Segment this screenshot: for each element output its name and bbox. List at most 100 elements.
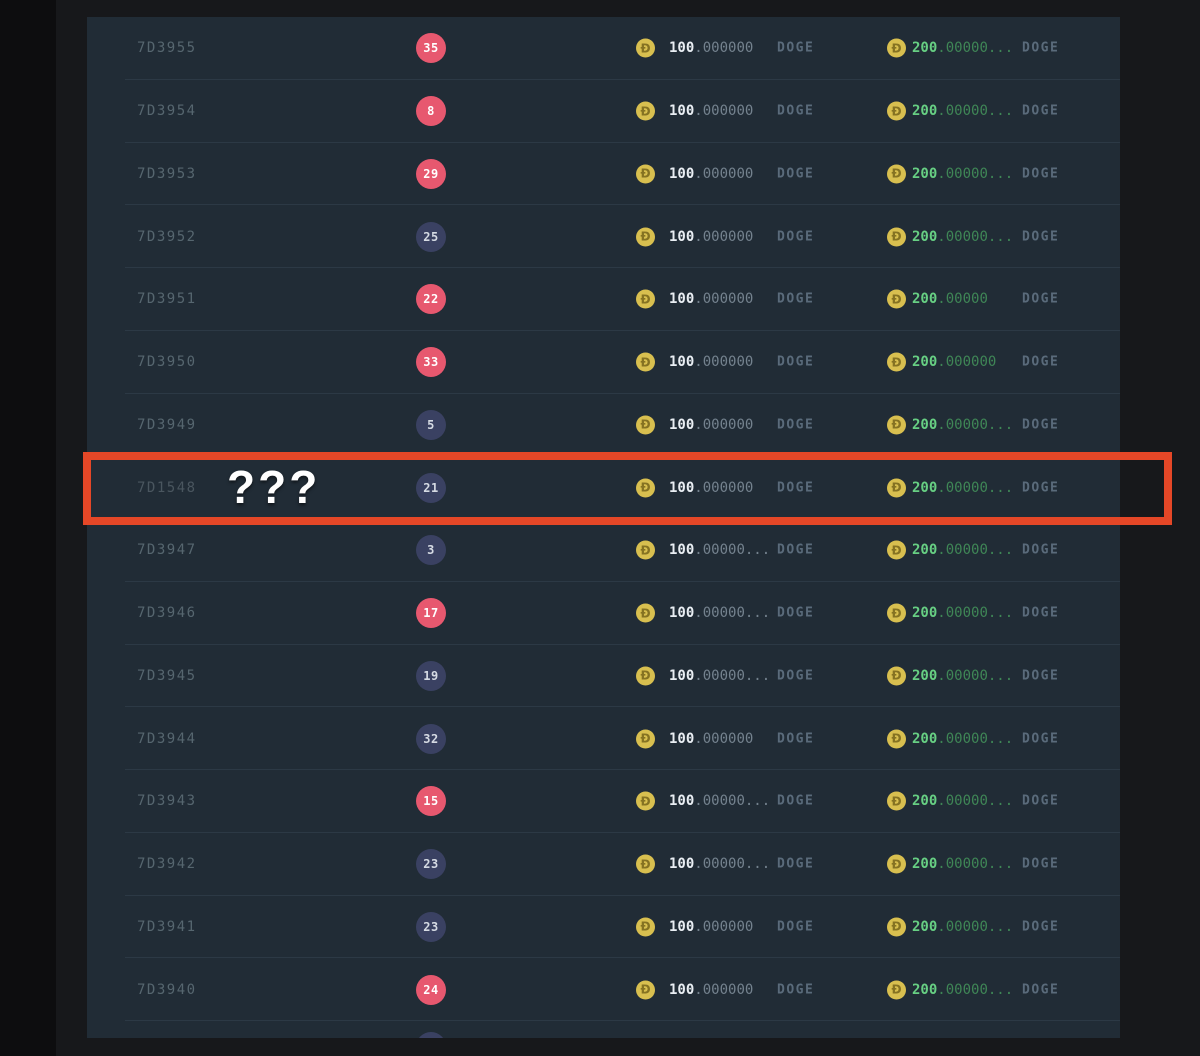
bet-row[interactable]: 7D3951 22 Ð 100.000000 DOGE Ð 200.00000 … [87,268,1120,331]
bet-row[interactable]: 7D3941 23 Ð 100.000000 DOGE Ð 200.00000.… [87,896,1120,959]
bet-row[interactable]: 7D3952 25 Ð 100.000000 DOGE Ð 200.00000.… [87,205,1120,268]
payout-amount: 200.00000... [912,542,1014,559]
lucky-number-badge [416,1032,446,1038]
lucky-number-badge: 22 [416,284,446,315]
bet-id: 7D1548 [137,479,197,496]
bet-amount: 100.000000 [669,479,754,496]
doge-coin-icon: Ð [636,980,655,1000]
doge-coin-icon: Ð [887,666,906,686]
doge-coin-icon: Ð [636,854,655,874]
lucky-number-badge: 29 [416,158,446,189]
bet-amount: 100.000000 [669,981,754,998]
payout-amount: 200.00000... [912,103,1014,120]
bet-row[interactable]: 7D3942 23 Ð 100.00000... DOGE Ð 200.0000… [87,833,1120,896]
bet-id: 7D3941 [137,918,197,935]
bet-amount: 100.000000 [669,416,754,433]
payout-amount: 200.00000... [912,918,1014,935]
payout-currency-label: DOGE [1022,103,1060,119]
bet-row[interactable]: 7D3944 32 Ð 100.000000 DOGE Ð 200.00000.… [87,707,1120,770]
payout-currency-label: DOGE [1022,919,1060,935]
payout-currency-label: DOGE [1022,542,1060,558]
doge-coin-icon: Ð [636,478,655,498]
payout-currency-label: DOGE [1022,982,1060,998]
doge-coin-icon: Ð [636,101,655,121]
bet-row[interactable]: 7D1548 21 Ð 100.000000 DOGE Ð 200.00000.… [87,456,1120,519]
doge-coin-icon: Ð [887,603,906,623]
doge-coin-icon: Ð [636,164,655,184]
bet-id: 7D3940 [137,981,197,998]
doge-coin-icon: Ð [636,415,655,435]
bet-amount: 100.000000 [669,918,754,935]
bet-currency-label: DOGE [777,542,815,558]
bet-currency-label: DOGE [777,291,815,307]
doge-coin-icon: Ð [636,917,655,937]
payout-amount: 200.00000... [912,165,1014,182]
bet-row[interactable]: 7D3940 24 Ð 100.000000 DOGE Ð 200.00000.… [87,958,1120,1021]
bet-currency-label: DOGE [777,856,815,872]
doge-coin-icon: Ð [636,603,655,623]
lucky-number-badge: 33 [416,347,446,378]
lucky-number-badge: 8 [416,96,446,127]
bet-currency-label: DOGE [777,731,815,747]
payout-amount: 200.00000 [912,291,988,308]
bet-amount: 100.000000 [669,730,754,747]
payout-currency-label: DOGE [1022,793,1060,809]
bet-amount: 100.00000... [669,605,771,622]
payout-currency-label: DOGE [1022,166,1060,182]
lucky-number-badge: 5 [416,409,446,440]
bet-row[interactable]: 7D3947 3 Ð 100.00000... DOGE Ð 200.00000… [87,519,1120,582]
doge-coin-icon: Ð [887,289,906,309]
payout-currency-label: DOGE [1022,731,1060,747]
bet-row[interactable]: 7D3949 5 Ð 100.000000 DOGE Ð 200.00000..… [87,394,1120,457]
payout-amount: 200.000000 [912,354,997,371]
bet-id: 7D3953 [137,165,197,182]
payout-currency-label: DOGE [1022,40,1060,56]
doge-coin-icon: Ð [887,729,906,749]
bet-row[interactable]: 7D3950 33 Ð 100.000000 DOGE Ð 200.000000… [87,331,1120,394]
lucky-number-badge: 35 [416,33,446,64]
bet-amount: 100.000000 [669,103,754,120]
payout-amount: 200.00000... [912,730,1014,747]
doge-coin-icon: Ð [887,791,906,811]
lucky-number-badge: 23 [416,849,446,880]
question-marks-annotation: ??? [227,461,321,513]
payout-amount: 200.00000... [912,416,1014,433]
bet-currency-label: DOGE [777,982,815,998]
bet-row-partial [87,1021,1120,1038]
doge-coin-icon: Ð [887,540,906,560]
payout-amount: 200.00000... [912,667,1014,684]
bet-row[interactable]: 7D3943 15 Ð 100.00000... DOGE Ð 200.0000… [87,770,1120,833]
payout-currency-label: DOGE [1022,291,1060,307]
bet-row[interactable]: 7D3954 8 Ð 100.000000 DOGE Ð 200.00000..… [87,80,1120,143]
doge-coin-icon: Ð [887,38,906,58]
bet-row[interactable]: 7D3945 19 Ð 100.00000... DOGE Ð 200.0000… [87,645,1120,708]
bet-currency-label: DOGE [777,668,815,684]
bet-amount: 100.000000 [669,354,754,371]
payout-amount: 200.00000... [912,856,1014,873]
lucky-number-badge: 19 [416,660,446,691]
bet-currency-label: DOGE [777,103,815,119]
doge-coin-icon: Ð [887,917,906,937]
doge-coin-icon: Ð [887,101,906,121]
lucky-number-badge: 32 [416,723,446,754]
left-dark-strip [0,0,56,1056]
bet-row[interactable]: 7D3946 17 Ð 100.00000... DOGE Ð 200.0000… [87,582,1120,645]
doge-coin-icon: Ð [887,227,906,247]
bet-id: 7D3955 [137,40,197,57]
bet-currency-label: DOGE [777,166,815,182]
payout-amount: 200.00000... [912,40,1014,57]
doge-coin-icon: Ð [887,854,906,874]
bet-row[interactable]: 7D3953 29 Ð 100.000000 DOGE Ð 200.00000.… [87,143,1120,206]
lucky-number-badge: 15 [416,786,446,817]
bet-currency-label: DOGE [777,480,815,496]
doge-coin-icon: Ð [636,540,655,560]
payout-amount: 200.00000... [912,793,1014,810]
bet-currency-label: DOGE [777,417,815,433]
payout-currency-label: DOGE [1022,668,1060,684]
bet-row[interactable]: 7D3955 35 Ð 100.000000 DOGE Ð 200.00000.… [87,17,1120,80]
payout-currency-label: DOGE [1022,229,1060,245]
bet-id: 7D3950 [137,354,197,371]
lucky-number-badge: 24 [416,974,446,1005]
doge-coin-icon: Ð [636,352,655,372]
bet-id: 7D3944 [137,730,197,747]
